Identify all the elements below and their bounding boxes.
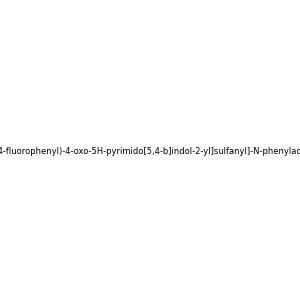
Text: 2-[[3-(4-fluorophenyl)-4-oxo-5H-pyrimido[5,4-b]indol-2-yl]sulfanyl]-N-phenylacet: 2-[[3-(4-fluorophenyl)-4-oxo-5H-pyrimido… <box>0 147 300 156</box>
